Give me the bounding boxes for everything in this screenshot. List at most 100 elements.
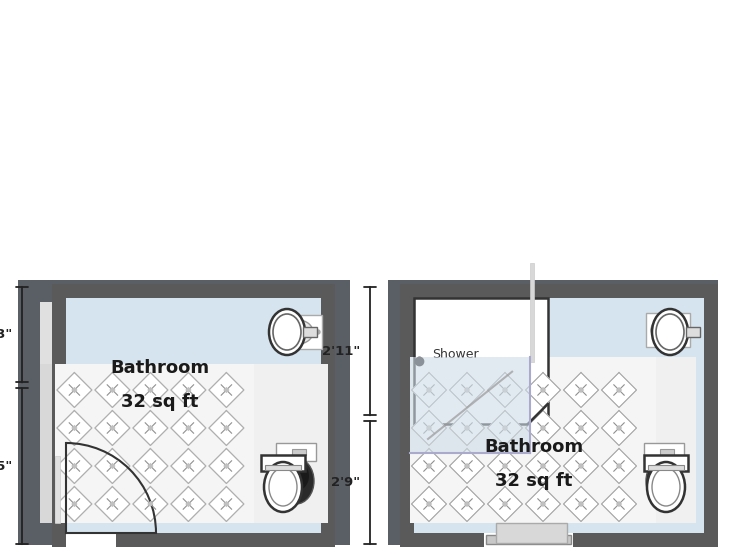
Bar [486,535,571,544]
Polygon shape [564,486,598,522]
Polygon shape [426,501,432,507]
Bar [656,357,696,523]
Polygon shape [487,373,523,407]
Polygon shape [616,425,622,431]
Polygon shape [526,411,561,445]
Bar [648,465,684,470]
Polygon shape [487,486,523,522]
Polygon shape [171,449,206,484]
Bar [646,313,690,347]
Bar [410,302,696,357]
Polygon shape [171,486,206,522]
Polygon shape [71,501,77,507]
Bar [530,263,534,362]
Bar [255,364,328,523]
Bar [644,455,688,471]
Ellipse shape [269,309,305,355]
Polygon shape [426,387,432,393]
Polygon shape [57,486,92,522]
Ellipse shape [656,314,684,350]
Ellipse shape [651,461,677,491]
Ellipse shape [647,462,685,512]
Polygon shape [564,411,598,445]
Polygon shape [209,411,244,445]
Polygon shape [564,411,598,445]
Bar [52,284,335,547]
Polygon shape [109,387,116,393]
Ellipse shape [269,468,297,506]
Polygon shape [411,373,447,407]
Polygon shape [95,411,130,445]
Polygon shape [601,411,637,445]
Polygon shape [95,486,130,522]
Polygon shape [526,411,561,445]
Polygon shape [450,373,484,407]
Bar [303,327,317,337]
Polygon shape [487,449,523,484]
Polygon shape [426,463,432,469]
Bar [292,449,306,455]
Polygon shape [601,486,637,522]
Polygon shape [601,486,637,522]
Polygon shape [616,463,622,469]
Polygon shape [133,373,168,407]
Polygon shape [487,373,523,407]
Polygon shape [171,449,206,484]
Polygon shape [450,411,484,445]
Polygon shape [223,387,230,393]
Ellipse shape [273,314,301,350]
Polygon shape [95,449,130,484]
Polygon shape [171,373,206,407]
Polygon shape [109,463,116,469]
Bar [496,523,567,543]
Polygon shape [209,373,244,407]
Bar [40,364,55,523]
Polygon shape [502,501,508,507]
Text: 32 sq ft: 32 sq ft [121,394,198,411]
Polygon shape [71,463,77,469]
Polygon shape [450,449,484,484]
Text: 2'9": 2'9" [331,476,360,489]
Polygon shape [171,411,206,445]
Polygon shape [185,463,191,469]
Ellipse shape [652,468,680,506]
Bar [66,298,321,533]
Polygon shape [578,501,584,507]
Polygon shape [526,449,561,484]
Polygon shape [95,449,130,484]
Polygon shape [223,425,230,431]
Text: Bathroom: Bathroom [484,438,583,456]
Polygon shape [526,449,561,484]
Polygon shape [223,463,230,469]
Bar [278,315,322,349]
Ellipse shape [651,318,681,342]
Ellipse shape [278,458,314,504]
Polygon shape [464,501,470,507]
Polygon shape [133,411,168,445]
Polygon shape [450,486,484,522]
Polygon shape [487,411,523,445]
Polygon shape [601,373,637,407]
Polygon shape [487,449,523,484]
Polygon shape [147,425,154,431]
Bar [261,455,305,471]
Polygon shape [578,425,584,431]
Polygon shape [578,463,584,469]
Bar [400,284,718,547]
Polygon shape [95,411,130,445]
Polygon shape [133,486,168,522]
Bar [686,327,700,337]
Ellipse shape [652,309,688,355]
Polygon shape [185,501,191,507]
Polygon shape [133,449,168,484]
Polygon shape [526,373,561,407]
Polygon shape [57,449,92,484]
Polygon shape [601,411,637,445]
Polygon shape [411,411,447,445]
Polygon shape [147,463,154,469]
Polygon shape [601,373,637,407]
Polygon shape [450,449,484,484]
Polygon shape [450,486,484,522]
Polygon shape [502,425,508,431]
Bar [414,298,704,533]
